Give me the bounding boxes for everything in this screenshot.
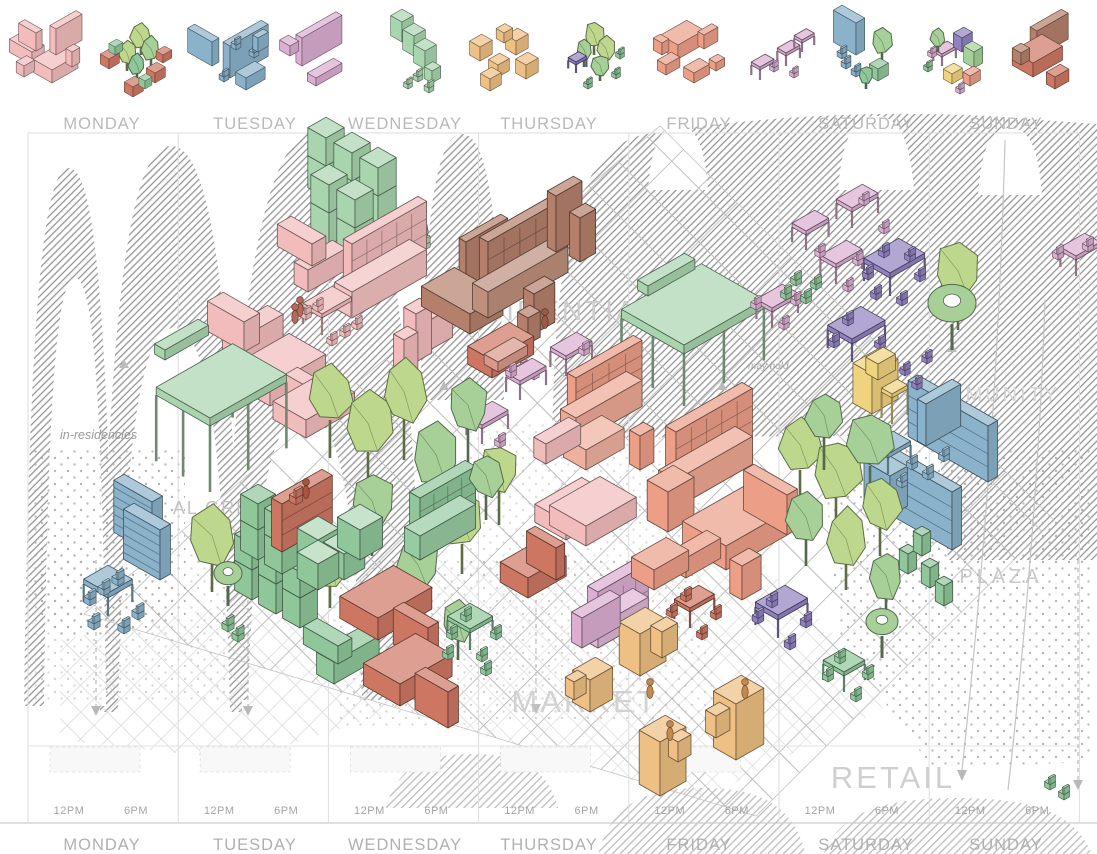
svg-text:6PM: 6PM	[424, 805, 448, 817]
svg-text:in-residencies: in-residencies	[60, 428, 137, 442]
svg-text:12PM: 12PM	[354, 805, 385, 817]
svg-text:12PM: 12PM	[54, 805, 85, 817]
svg-text:6PM: 6PM	[124, 805, 148, 817]
svg-text:MONDAY: MONDAY	[63, 836, 140, 854]
svg-text:FRIDAY: FRIDAY	[666, 836, 731, 854]
svg-text:FRIDAY: FRIDAY	[666, 115, 731, 133]
svg-text:12PM: 12PM	[504, 805, 535, 817]
svg-text:TUESDAY: TUESDAY	[213, 836, 297, 854]
svg-text:SUNDAY: SUNDAY	[969, 836, 1043, 854]
svg-text:TUESDAY: TUESDAY	[213, 115, 297, 133]
svg-text:WEDNESDAY: WEDNESDAY	[348, 836, 462, 854]
svg-text:6PM: 6PM	[274, 805, 298, 817]
svg-text:WEDNESDAY: WEDNESDAY	[348, 115, 462, 133]
svg-text:6PM: 6PM	[875, 805, 899, 817]
svg-text:6PM: 6PM	[725, 805, 749, 817]
svg-text:PLAZA: PLAZA	[959, 566, 1042, 588]
svg-text:6PM: 6PM	[1025, 805, 1049, 817]
svg-text:12PM: 12PM	[654, 805, 685, 817]
svg-text:SATURDAY: SATURDAY	[818, 115, 913, 133]
svg-text:12PM: 12PM	[955, 805, 986, 817]
svg-text:RETAIL: RETAIL	[831, 760, 955, 795]
svg-text:may hold: may hold	[748, 361, 789, 372]
svg-text:6PM: 6PM	[575, 805, 599, 817]
svg-text:MONDAY: MONDAY	[63, 115, 140, 133]
svg-text:SUNDAY: SUNDAY	[969, 115, 1043, 133]
svg-text:THURSDAY: THURSDAY	[500, 836, 598, 854]
svg-text:12PM: 12PM	[805, 805, 836, 817]
svg-text:12PM: 12PM	[204, 805, 235, 817]
svg-text:THURSDAY: THURSDAY	[500, 115, 598, 133]
svg-text:SATURDAY: SATURDAY	[818, 836, 913, 854]
